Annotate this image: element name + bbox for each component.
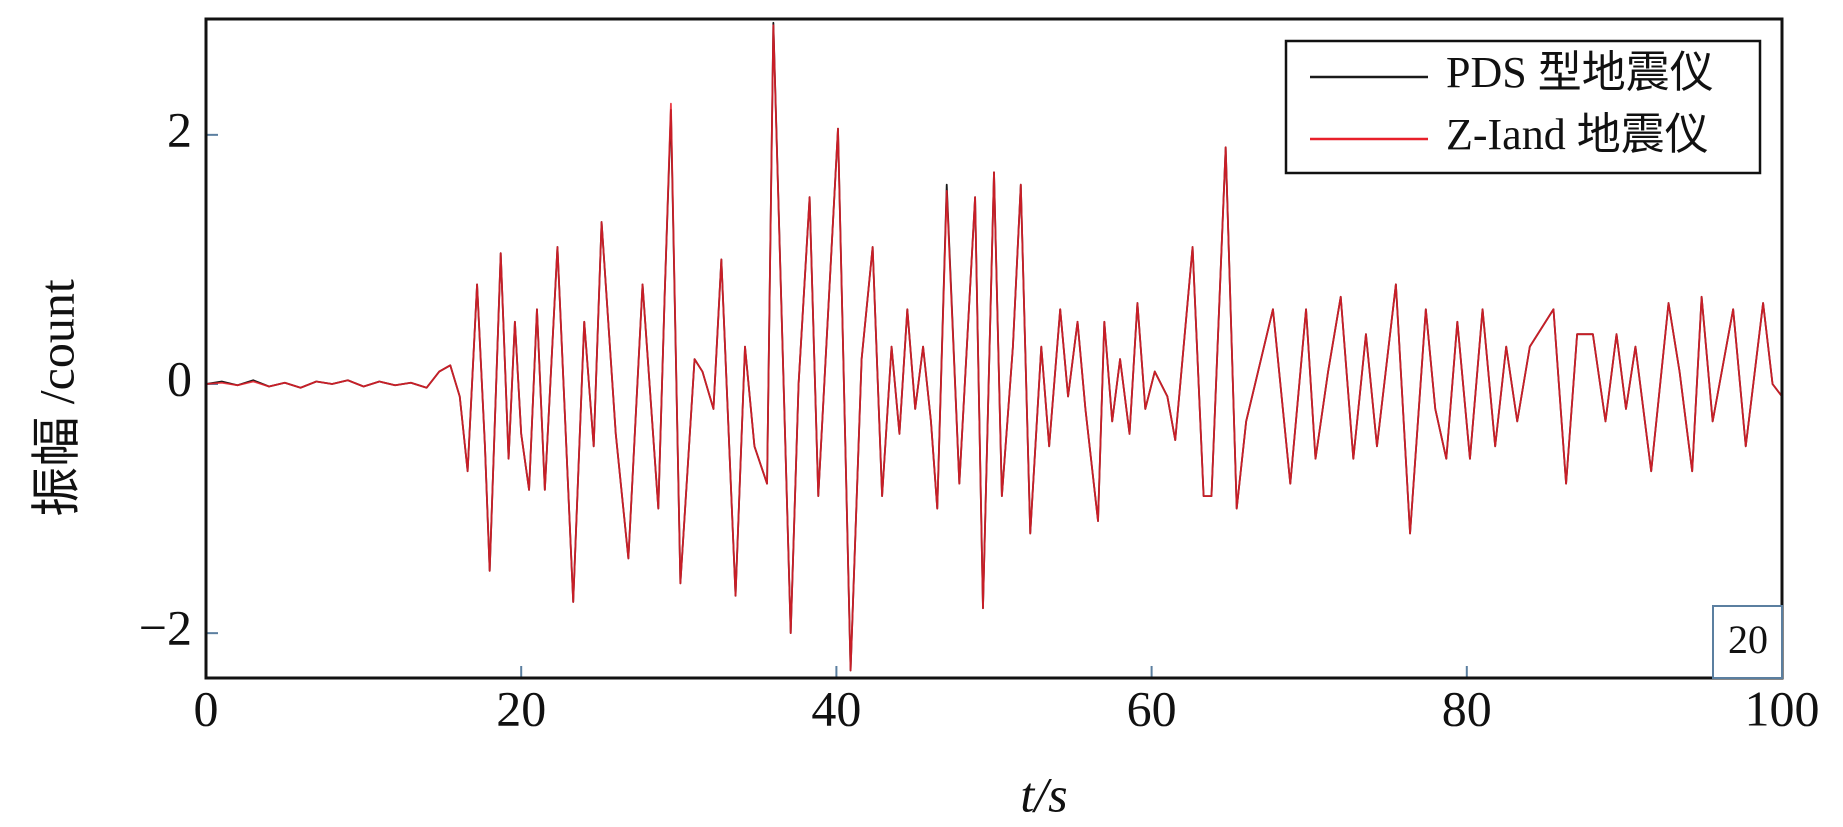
legend-label: Z-Iand 地震仪 bbox=[1446, 110, 1709, 159]
x-tick-label: 80 bbox=[1442, 680, 1492, 736]
y-axis-label: 振幅 /count bbox=[28, 279, 84, 517]
x-tick-label: 40 bbox=[811, 680, 861, 736]
x-tick-label: 60 bbox=[1127, 680, 1177, 736]
x-tick-label: 20 bbox=[496, 680, 546, 736]
legend-label: PDS 型地震仪 bbox=[1446, 48, 1714, 97]
y-tick-label: 0 bbox=[167, 350, 192, 406]
y-tick-label: −2 bbox=[139, 600, 192, 656]
y-tick-label: 2 bbox=[167, 101, 192, 157]
x-tick-label: 100 bbox=[1745, 680, 1820, 736]
annotation: 20 bbox=[1728, 617, 1768, 662]
x-tick-label: 0 bbox=[194, 680, 219, 736]
data-line bbox=[205, 24, 1783, 672]
plot-frame bbox=[204, 17, 1784, 680]
x-axis-label: t/s bbox=[1020, 766, 1067, 822]
legend-box bbox=[1284, 39, 1762, 175]
annotation-box bbox=[1712, 605, 1783, 679]
